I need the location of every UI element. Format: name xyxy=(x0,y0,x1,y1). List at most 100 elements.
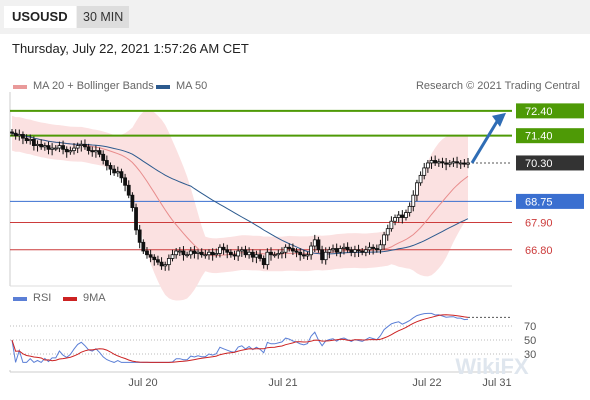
rsi-line xyxy=(11,312,469,364)
candle xyxy=(436,161,441,164)
candle xyxy=(294,250,299,253)
candle xyxy=(188,250,193,256)
candle xyxy=(148,254,153,258)
candle xyxy=(112,168,117,174)
candle xyxy=(382,234,386,246)
candle xyxy=(13,132,18,137)
candle xyxy=(331,248,335,251)
candle xyxy=(203,254,208,257)
candle xyxy=(451,161,456,164)
candle xyxy=(280,251,284,254)
candle xyxy=(258,254,262,259)
candle xyxy=(10,131,14,134)
candle xyxy=(174,250,179,256)
candle xyxy=(276,253,281,256)
level-label: 72.40 xyxy=(525,106,553,118)
candle xyxy=(185,254,190,257)
symbol-tab[interactable]: USOUSD xyxy=(4,6,76,28)
candle xyxy=(312,239,317,247)
legend-label-ma50: MA 50 xyxy=(176,80,208,92)
candle xyxy=(411,194,416,207)
legend-swatch-ma20 xyxy=(13,85,27,89)
candle xyxy=(250,251,255,258)
candle xyxy=(50,147,55,150)
level-label-box xyxy=(516,128,584,144)
candle xyxy=(210,251,215,256)
candle xyxy=(283,246,288,253)
candle xyxy=(316,239,321,251)
candle xyxy=(97,150,102,155)
candle xyxy=(327,249,332,253)
candle xyxy=(141,241,146,252)
candle xyxy=(309,245,314,256)
rsi-tick-label: 30 xyxy=(524,349,536,361)
candle xyxy=(68,150,73,153)
candle xyxy=(214,253,219,256)
candle xyxy=(378,244,383,251)
candle xyxy=(115,171,120,174)
candle xyxy=(338,248,343,253)
candle xyxy=(199,251,204,256)
tab-bar: USOUSD 30 MIN xyxy=(0,0,590,34)
level-label-box xyxy=(516,193,584,209)
candle xyxy=(396,214,401,218)
forecast-arrow xyxy=(470,119,500,164)
level-label-box xyxy=(516,155,584,171)
x-tick-label: Jul 20 xyxy=(128,377,157,389)
level-label: 66.80 xyxy=(525,245,553,257)
candle xyxy=(287,246,292,249)
candle xyxy=(28,138,33,142)
candle xyxy=(323,251,328,261)
candle xyxy=(42,145,47,148)
level-label: 68.75 xyxy=(525,196,553,208)
candle xyxy=(334,248,339,253)
bollinger-band xyxy=(12,109,468,301)
candle xyxy=(225,249,230,253)
candle xyxy=(466,162,470,165)
level-label-box xyxy=(516,103,584,119)
candle xyxy=(232,254,237,257)
rsi-tick-label: 70 xyxy=(524,321,536,333)
x-tick-label: Jul 31 xyxy=(482,377,511,389)
candle xyxy=(94,150,98,153)
candle xyxy=(192,250,197,254)
candle xyxy=(462,162,467,165)
candle xyxy=(345,246,350,251)
legend-swatch-9ma xyxy=(63,297,77,301)
candle xyxy=(39,143,44,148)
candle xyxy=(21,134,25,139)
candle xyxy=(75,145,80,149)
candle xyxy=(83,143,87,148)
candle xyxy=(360,250,365,253)
candle xyxy=(243,249,248,256)
candle xyxy=(320,249,324,261)
candlesticks xyxy=(10,128,470,271)
candle xyxy=(367,246,372,251)
candle xyxy=(86,146,91,151)
legend-label-ma20: MA 20 + Bollinger Bands xyxy=(33,80,154,92)
candle xyxy=(363,249,368,253)
candle xyxy=(393,217,397,222)
candle xyxy=(177,250,182,253)
candle xyxy=(79,143,84,147)
candle xyxy=(447,162,452,165)
candle xyxy=(207,251,211,256)
candle xyxy=(269,251,273,256)
candle xyxy=(342,246,346,249)
candle xyxy=(61,145,65,150)
candle xyxy=(458,162,463,165)
candle xyxy=(119,171,124,179)
candle xyxy=(126,184,131,196)
candle xyxy=(290,248,295,252)
research-credit: Research © 2021 Trading Central xyxy=(415,80,580,92)
candle xyxy=(247,251,252,256)
candle xyxy=(53,147,58,150)
candle xyxy=(218,246,222,254)
candle xyxy=(134,207,138,231)
candle xyxy=(425,162,430,169)
candle xyxy=(261,258,266,266)
timeframe-tab[interactable]: 30 MIN xyxy=(77,6,130,28)
candle xyxy=(433,160,438,164)
candle xyxy=(72,147,76,151)
